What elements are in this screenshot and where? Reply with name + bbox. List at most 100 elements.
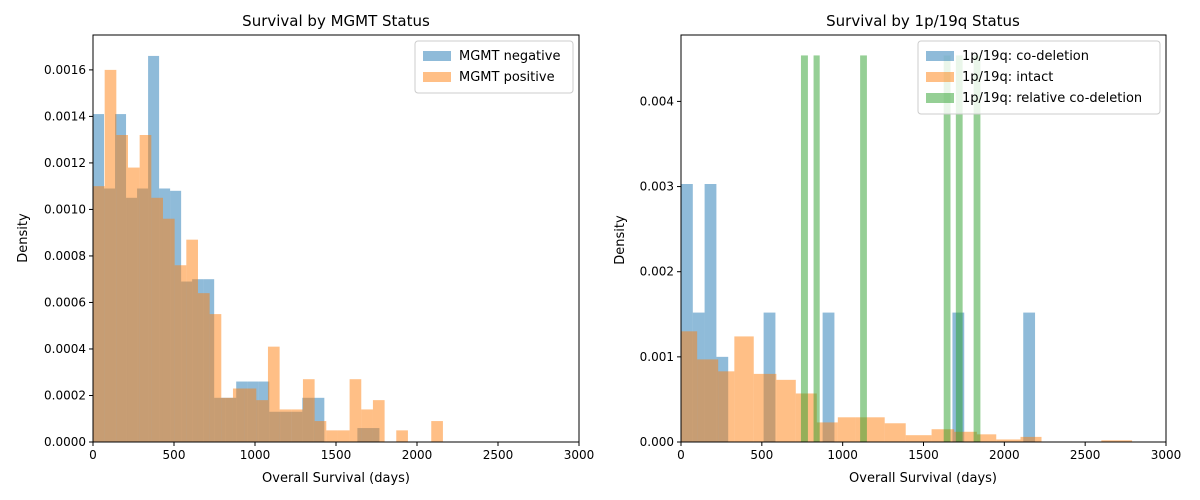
- y-tick-label: 0.0016: [44, 63, 86, 77]
- y-ticks: 0.0000 0.0002 0.0004 0.0006 0.0008 0.0010 0.00…: [44, 63, 93, 449]
- bar-series-1-bin-17: [1101, 440, 1133, 442]
- chart-title: Survival by 1p/19q Status: [826, 12, 1020, 30]
- x-tick-label: 1000: [827, 448, 858, 462]
- legend: MGMT negative MGMT positive: [414, 40, 574, 94]
- bar-series-0-bin-0: [681, 184, 693, 442]
- bar-series-1-bin-7: [174, 265, 187, 442]
- y-tick-label: 0.002: [640, 265, 674, 279]
- y-tick-label: 0.0004: [44, 342, 86, 356]
- bar-series-1-bin-8: [837, 417, 856, 442]
- y-tick-label: 0.0014: [44, 109, 86, 123]
- bar-series-1-bin-20: [326, 430, 338, 442]
- bar-series-1-bin-16: [1020, 436, 1042, 442]
- bar-series-1-bin-0: [681, 331, 698, 442]
- bar-series-1-bin-3: [734, 336, 754, 442]
- bar-series-0-bin-5: [822, 312, 835, 442]
- bar-series-0-bin-7: [1023, 312, 1036, 442]
- bar-series-1-bin-25: [396, 430, 408, 442]
- bar-series-0-bin-20: [313, 397, 325, 442]
- mgmt-chart: Survival by MGMT Status 0 500 1000 1500 2000…: [16, 12, 594, 486]
- plot-frame: [680, 34, 1167, 443]
- plot-frame: [92, 34, 580, 443]
- bar-series-1-bin-3: [127, 167, 140, 442]
- bar-series-1-bin-15: [996, 439, 1021, 442]
- bar-series-1-bin-11: [221, 397, 233, 442]
- legend: 1p/19q: co-deletion 1p/19q: intact 1p/19q:…: [917, 40, 1161, 115]
- x-axis-label: Overall Survival (days): [849, 471, 997, 486]
- x-tick-label: 1000: [240, 448, 271, 462]
- bar-series-1-bin-6: [162, 218, 175, 442]
- bar-series-1-bin-24: [372, 400, 385, 442]
- bar-series-2-bin-3: [943, 55, 951, 442]
- x-ticks: 0 500 1000 1500 2000 2500 3000: [89, 442, 594, 462]
- bars-group: [93, 55, 443, 443]
- bar-series-1-bin-15: [267, 346, 280, 442]
- bar-series-2-bin-2: [860, 55, 867, 442]
- bar-series-1-bin-4: [139, 135, 152, 442]
- legend-label: 1p/19q: intact: [962, 70, 1053, 85]
- bar-series-2-bin-1: [813, 55, 820, 442]
- x-tick-label: 500: [750, 448, 773, 462]
- legend-swatch: [423, 51, 451, 61]
- legend-swatch: [926, 72, 954, 82]
- bar-series-1-bin-0: [93, 186, 105, 442]
- bar-series-1-bin-18: [302, 379, 315, 442]
- bar-series-1-bin-19: [314, 421, 327, 442]
- bar-series-0-bin-2: [704, 184, 717, 442]
- x-tick-label: 0: [89, 448, 97, 462]
- y-tick-label: 0.0000: [44, 435, 86, 449]
- x-tick-label: 3000: [1151, 448, 1182, 462]
- x-tick-label: 1500: [321, 448, 352, 462]
- bar-series-1-bin-14: [256, 400, 268, 442]
- bar-series-1-bin-9: [197, 293, 210, 442]
- x-tick-label: 500: [163, 448, 186, 462]
- y-tick-label: 0.0010: [44, 202, 86, 216]
- legend-label: MGMT negative: [459, 49, 560, 64]
- bar-series-1-bin-23: [361, 409, 373, 442]
- y-tick-label: 0.004: [640, 94, 674, 108]
- x-axis-label: Overall Survival (days): [262, 471, 410, 486]
- bar-series-1-bin-21: [337, 430, 350, 442]
- bar-series-1-bin-26: [431, 421, 443, 442]
- bar-series-1-bin-4: [753, 373, 777, 442]
- y-tick-label: 0.001: [640, 350, 674, 364]
- legend-box: [414, 40, 574, 94]
- bar-series-1-bin-1: [104, 69, 117, 442]
- chart-title: Survival by MGMT Status: [242, 12, 430, 30]
- x-ticks: 0 500 1000 1500 2000 2500 3000: [677, 442, 1181, 462]
- legend-label: 1p/19q: co-deletion: [962, 49, 1089, 64]
- bar-series-1-bin-2: [718, 371, 735, 442]
- bar-series-1-bin-14: [976, 434, 997, 442]
- bar-series-2-bin-5: [973, 55, 981, 442]
- bar-series-1-bin-2: [116, 135, 128, 442]
- bars-group: [681, 55, 1133, 442]
- bar-series-1-bin-17: [291, 409, 303, 442]
- bar-series-1-bin-7: [816, 422, 838, 442]
- bar-series-1-bin-12: [931, 429, 955, 442]
- y-axis-label: Density: [16, 213, 31, 263]
- x-tick-label: 2000: [989, 448, 1020, 462]
- y-tick-label: 0.003: [640, 180, 674, 194]
- bar-series-1-bin-10: [209, 314, 222, 442]
- x-tick-label: 2500: [1070, 448, 1101, 462]
- bar-series-1-bin-5: [151, 197, 163, 442]
- x-tick-label: 2000: [402, 448, 433, 462]
- bar-series-1-bin-8: [186, 239, 198, 442]
- y-ticks: 0.000 0.001 0.002 0.003 0.004: [640, 94, 681, 449]
- y-tick-label: 0.0008: [44, 249, 86, 263]
- bar-series-2-bin-4: [955, 55, 963, 442]
- bar-series-1-bin-12: [232, 388, 245, 442]
- x-tick-label: 1500: [908, 448, 939, 462]
- bar-series-1-bin-5: [776, 379, 796, 442]
- bar-series-1-bin-10: [884, 423, 906, 442]
- bar-series-1-bin-22: [349, 379, 362, 442]
- legend-box: [917, 40, 1161, 115]
- legend-swatch: [423, 72, 451, 82]
- y-tick-label: 0.0012: [44, 156, 86, 170]
- legend-swatch: [926, 51, 954, 61]
- legend-label: MGMT positive: [459, 70, 555, 85]
- x-tick-label: 3000: [564, 448, 595, 462]
- legend-swatch: [926, 93, 954, 103]
- bar-series-1-bin-13: [244, 388, 257, 442]
